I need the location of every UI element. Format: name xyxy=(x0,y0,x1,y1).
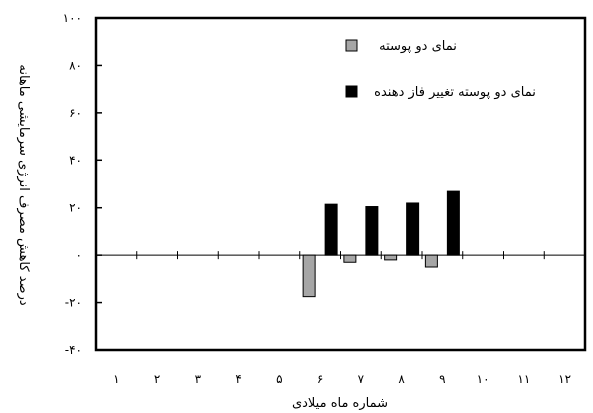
y-axis-title: درصد کاهش مصرف انرژی سرمایشی ماهانه xyxy=(16,64,31,305)
legend: نمای دو پوسته نمای دو پوسته تغییر فاز ده… xyxy=(345,39,536,100)
bars xyxy=(302,190,460,298)
x-tick-label: ۱۰ xyxy=(477,372,490,386)
y-tick-label: -۲۰ xyxy=(65,296,82,310)
y-axis-ticks: -۴۰ -۲۰ ۰ ۲۰ ۴۰ ۶۰ ۸۰ ۱۰۰ xyxy=(63,11,102,357)
legend-label-0: نمای دو پوسته xyxy=(379,39,457,54)
y-tick-label: ۸۰ xyxy=(69,58,82,72)
y-tick-label: ۶۰ xyxy=(69,106,82,120)
y-tick-label: ۲۰ xyxy=(69,201,82,215)
x-tick-label: ۵ xyxy=(276,372,282,386)
legend-swatch-1 xyxy=(345,85,358,98)
x-tick-label: ۷ xyxy=(358,372,365,386)
x-tick-label: ۹ xyxy=(439,372,445,386)
y-tick-label: ۱۰۰ xyxy=(63,11,82,25)
bar-series-0-month-7 xyxy=(343,254,357,263)
x-tick-label: ۴ xyxy=(235,372,241,386)
x-axis-title: شماره ماه میلادی xyxy=(292,396,388,411)
x-tick-label: ۱۲ xyxy=(558,372,571,386)
legend-label-1: نمای دو پوسته تغییر فاز دهنده xyxy=(374,85,536,100)
bar-series-0-month-6 xyxy=(302,254,316,298)
x-tick-label: ۸ xyxy=(398,372,405,386)
bar-series-1-month-8 xyxy=(406,202,420,256)
bar-series-0-month-8 xyxy=(384,254,398,261)
bar-series-1-month-6 xyxy=(324,203,338,256)
x-tick-label: ۱۱ xyxy=(517,372,530,386)
y-tick-label: ۴۰ xyxy=(69,153,82,167)
plot-frame xyxy=(94,16,587,352)
x-axis-ticks: ۱ ۲ ۳ ۴ ۵ ۶ ۷ ۸ ۹ ۱۰ ۱۱ ۱۲ xyxy=(113,251,571,386)
x-tick-label: ۲ xyxy=(154,372,160,386)
x-tick-label: ۱ xyxy=(113,372,119,386)
bar-series-1-month-7 xyxy=(365,206,379,256)
y-tick-label: ۰ xyxy=(76,248,82,262)
y-tick-label: -۴۰ xyxy=(65,343,82,357)
bar-series-0-month-9 xyxy=(424,254,438,268)
x-tick-label: ۳ xyxy=(195,372,202,386)
bar-series-1-month-9 xyxy=(446,190,460,256)
legend-swatch-0 xyxy=(345,39,358,52)
x-tick-label: ۶ xyxy=(317,372,323,386)
